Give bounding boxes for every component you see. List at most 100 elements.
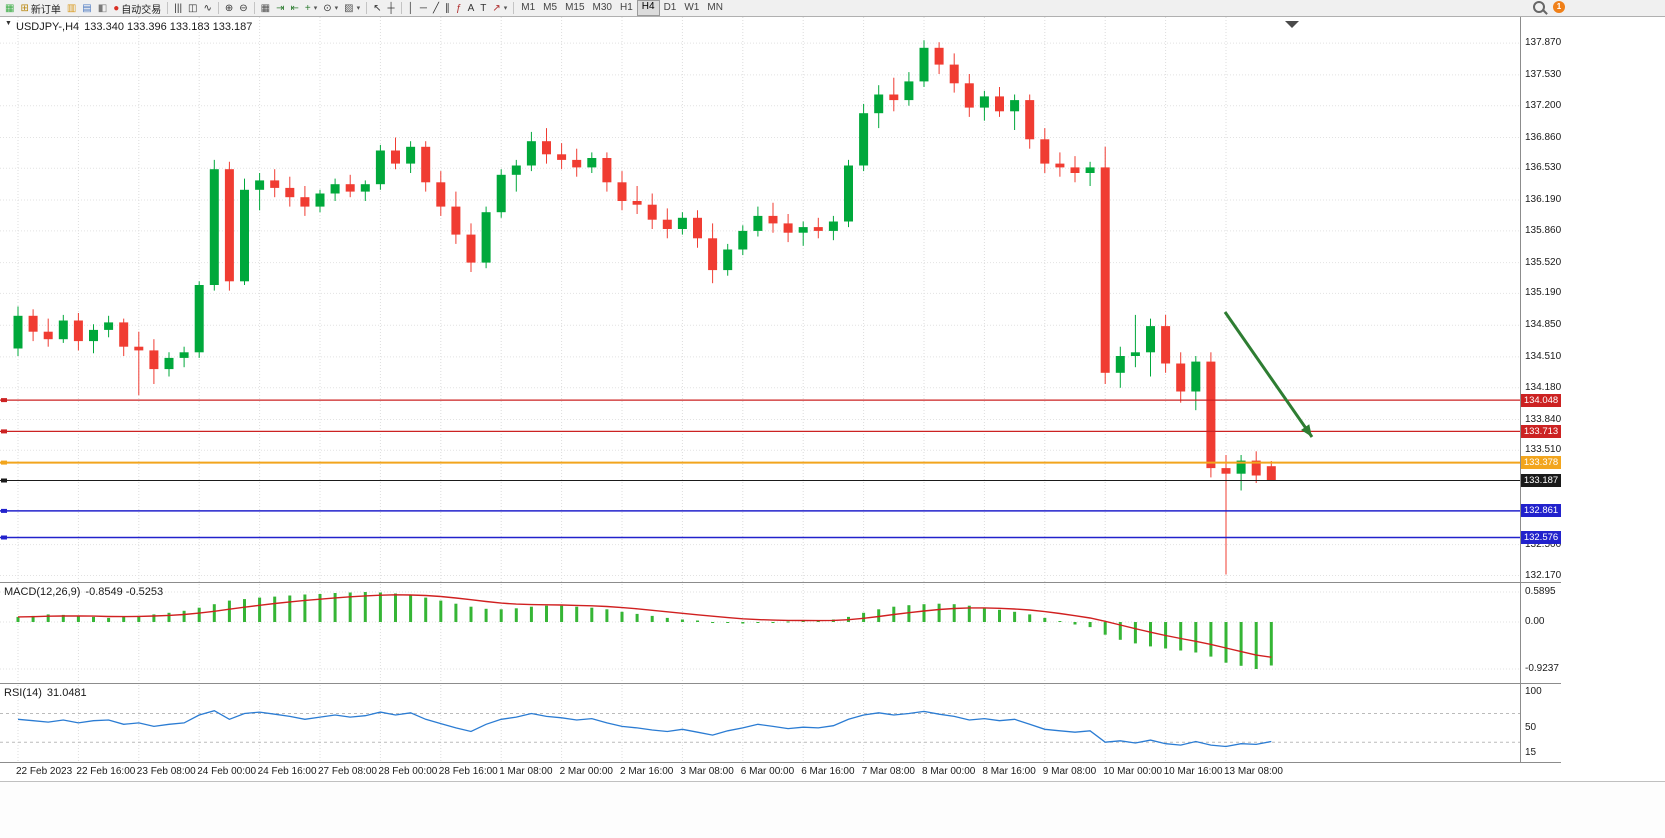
search-icon[interactable]	[1533, 1, 1545, 13]
new-order-button[interactable]: ⊞ 新订单	[17, 1, 63, 16]
fibonacci-icon[interactable]: ƒ	[453, 1, 465, 16]
data-window-icon[interactable]: ▤	[79, 1, 94, 16]
trendline-icon[interactable]: ╱	[430, 1, 442, 16]
price-axis[interactable]: 137.870 137.530 137.200 136.860 136.530 136.1…	[1521, 17, 1561, 582]
chart-shift-marker[interactable]	[1285, 21, 1299, 28]
navigator-icon[interactable]: ◧	[95, 1, 110, 16]
timeframe-button-M15[interactable]: M15	[565, 2, 585, 13]
label-icon[interactable]: T	[477, 1, 489, 16]
tile-windows-icon[interactable]: ▦	[258, 1, 273, 16]
hline-handle[interactable]	[1, 429, 7, 434]
chart-title: USDJPY-,H4 133.340 133.396 133.183 133.1…	[16, 21, 252, 33]
bar-chart-icon[interactable]: |||	[171, 1, 185, 16]
line-chart-icon[interactable]: ∿	[201, 1, 215, 16]
macd-histogram-bar	[696, 620, 699, 622]
hline-handle[interactable]	[1, 460, 7, 465]
candle	[632, 201, 642, 205]
chart-shift-icon[interactable]: ⇤	[288, 1, 302, 16]
macd-chart-canvas[interactable]	[0, 584, 1520, 682]
price-axis-label: 134.180	[1525, 381, 1562, 393]
rsi-label: RSI(14)	[4, 687, 42, 699]
candlestick-chart-icon[interactable]: ◫	[185, 1, 200, 16]
auto-scroll-icon[interactable]: ⇥	[273, 1, 287, 16]
candle	[421, 146, 431, 183]
notification-badge[interactable]: 1	[1553, 1, 1565, 13]
market-watch-icon[interactable]: ▥	[64, 1, 79, 16]
macd-histogram-bar	[1013, 611, 1017, 622]
terminal-icon[interactable]: ▦	[2, 1, 17, 16]
macd-signal-line	[17, 594, 1272, 658]
macd-histogram-bar	[137, 615, 141, 622]
autotrading-button[interactable]: ● 自动交易	[110, 1, 164, 16]
panel-divider[interactable]	[0, 582, 1561, 583]
one-click-trading-toggle[interactable]: ▼	[5, 20, 12, 27]
toolbar-separator	[253, 2, 255, 14]
candle	[1025, 100, 1035, 140]
price-axis-label: 137.870	[1525, 37, 1562, 49]
candle	[406, 146, 416, 164]
candle	[904, 81, 914, 101]
candle	[844, 165, 853, 222]
time-axis[interactable]: 22 Feb 2023 22 Feb 16:00 23 Feb 08:00 24 Fe…	[0, 763, 1561, 781]
candle	[542, 141, 551, 155]
macd-label: MACD(12,26,9)	[4, 586, 81, 598]
macd-histogram-bar	[107, 617, 111, 622]
trend-arrow-annotation[interactable]	[1223, 311, 1314, 438]
candle	[617, 182, 627, 201]
macd-histogram-bar	[394, 593, 397, 622]
main-chart-canvas[interactable]	[0, 17, 1520, 582]
macd-histogram-bar	[1194, 622, 1198, 653]
hline-handle[interactable]	[1, 535, 7, 540]
candle	[708, 238, 718, 271]
timeframe-button-M1[interactable]: M1	[521, 2, 536, 13]
hline-handle[interactable]	[1, 478, 7, 483]
macd-histogram-bar	[560, 605, 564, 622]
macd-histogram-bar	[877, 609, 881, 622]
toolbar-separator	[366, 2, 368, 14]
timeframe-button-M30[interactable]: M30	[592, 2, 612, 13]
rsi-chart-canvas[interactable]	[0, 685, 1520, 763]
timeframe-button-H4[interactable]: H4	[636, 0, 660, 16]
crosshair-icon[interactable]: ┼	[385, 1, 398, 16]
time-axis-label: 22 Feb 16:00	[76, 766, 136, 777]
crosshair-icon: ┼	[387, 2, 395, 14]
zoom-in-icon[interactable]: ⊕	[222, 1, 236, 16]
candle	[134, 346, 144, 351]
macd-histogram-bar	[46, 614, 50, 622]
price-axis-label: 132.170	[1525, 569, 1562, 581]
candle	[345, 184, 355, 192]
text-icon[interactable]: A	[465, 1, 478, 16]
trendline-icon: ╱	[432, 2, 439, 14]
channel-icon[interactable]: ∥	[442, 1, 453, 16]
vertical-line-icon[interactable]: │	[405, 1, 417, 16]
timeframe-button-MN[interactable]: MN	[707, 2, 723, 13]
macd-histogram-bar	[1269, 622, 1273, 666]
price-axis-label: 133.510	[1525, 444, 1562, 456]
candle	[1085, 167, 1095, 173]
auto-scroll-icon: ⇥	[276, 2, 285, 14]
timeframe-button-W1[interactable]: W1	[684, 2, 700, 13]
macd-histogram-bar	[635, 613, 639, 622]
periods-button[interactable]: ⊙ ▾	[320, 1, 341, 16]
macd-histogram-bar	[1133, 622, 1137, 644]
hline-handle[interactable]	[1, 508, 7, 513]
rsi-axis-label: 100	[1525, 686, 1542, 697]
hline-handle[interactable]	[1, 398, 7, 403]
candle	[164, 357, 174, 370]
rsi-line	[17, 710, 1272, 748]
zoom-out-icon[interactable]: ⊖	[236, 1, 250, 16]
timeframe-button-H1[interactable]: H1	[619, 2, 633, 13]
panel-divider[interactable]	[0, 683, 1561, 684]
horizontal-line-icon[interactable]: ─	[417, 1, 430, 16]
macd-histogram-bar	[590, 607, 594, 622]
macd-histogram-bar	[529, 606, 533, 622]
cursor-icon[interactable]: ↖	[370, 1, 384, 16]
time-axis-label: 27 Feb 08:00	[318, 766, 377, 777]
arrows-icon[interactable]: ↗ ▾	[489, 1, 510, 16]
indicators-button[interactable]: + ▾	[302, 1, 320, 16]
macd-histogram-bar	[998, 609, 1001, 622]
candle	[224, 169, 234, 282]
timeframe-button-M5[interactable]: M5	[543, 2, 558, 13]
templates-button[interactable]: ▨ ▾	[341, 1, 363, 16]
timeframe-button-D1[interactable]: D1	[663, 2, 677, 13]
